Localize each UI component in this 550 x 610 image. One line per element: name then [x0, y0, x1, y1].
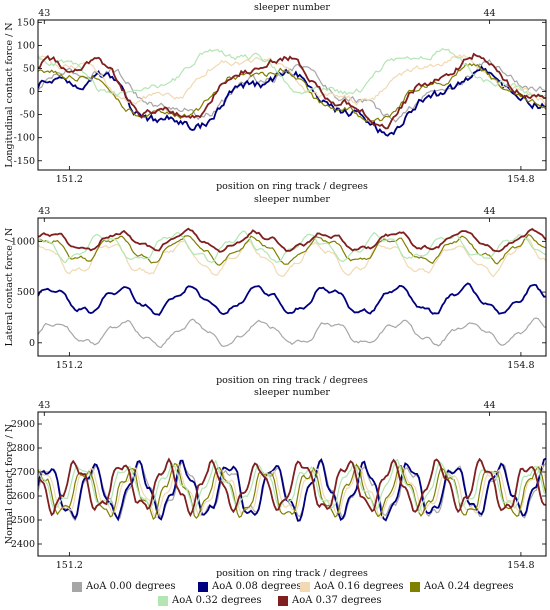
- x-tick-label: 154.8: [507, 174, 534, 185]
- y-tick-label: 2400: [11, 539, 35, 550]
- series-line: [38, 457, 546, 518]
- x-tick-label: 151.2: [56, 360, 83, 371]
- y-tick-label: 2500: [11, 515, 35, 526]
- series-line: [38, 59, 546, 123]
- series-line: [38, 47, 546, 99]
- legend-swatch: [158, 595, 168, 606]
- x-axis-title: position on ring track / degrees: [216, 375, 368, 386]
- legend-item: AoA 0.08 degrees: [198, 581, 302, 592]
- y-tick-label: -50: [20, 110, 35, 121]
- legend-item: AoA 0.37 degrees: [278, 595, 382, 606]
- top-tick-label: 43: [38, 206, 50, 217]
- y-tick-label: 100: [17, 40, 35, 51]
- legend-swatch: [410, 581, 420, 592]
- y-tick-label: 0: [29, 87, 35, 98]
- x-tick-label: 151.2: [56, 174, 83, 185]
- series-line: [38, 317, 546, 349]
- top-tick-label: 44: [484, 206, 496, 217]
- y-tick-label: 2600: [11, 491, 35, 502]
- top-tick-label: 44: [484, 8, 496, 19]
- legend-label: AoA 0.24 degrees: [424, 581, 514, 592]
- y-tick-label: -150: [14, 156, 35, 167]
- top-axis-title: sleeper number: [254, 387, 330, 398]
- y-tick-label: -100: [14, 133, 35, 144]
- series-line: [38, 227, 546, 253]
- y-tick-label: 2900: [11, 419, 35, 430]
- y-tick-label: 0: [29, 338, 35, 349]
- legend-label: AoA 0.37 degrees: [292, 595, 382, 606]
- series-line: [38, 463, 546, 519]
- series-line: [38, 238, 546, 278]
- y-tick-label: 1000: [11, 236, 35, 247]
- y-tick-label: 50: [23, 63, 35, 74]
- legend-label: AoA 0.16 degrees: [314, 581, 404, 592]
- y-tick-label: 2700: [11, 467, 35, 478]
- y-tick-label: 150: [17, 17, 35, 28]
- series-line: [38, 462, 546, 521]
- legend-item: AoA 0.24 degrees: [410, 581, 514, 592]
- top-axis-title: sleeper number: [254, 2, 330, 13]
- plot-frame: [37, 217, 547, 357]
- x-axis-title: position on ring track / degrees: [216, 568, 368, 578]
- legend-item: AoA 0.00 degrees: [72, 581, 176, 592]
- top-tick-label: 43: [38, 8, 50, 19]
- plot-frame: [37, 19, 547, 171]
- x-tick-label: 154.8: [507, 360, 534, 371]
- legend-swatch: [198, 581, 208, 592]
- legend-item: AoA 0.16 degrees: [300, 581, 404, 592]
- y-axis-title: Longitudinal contact force / N: [4, 22, 15, 167]
- series-line: [38, 233, 546, 266]
- y-axis-title: Normal contact force / N: [4, 424, 15, 544]
- legend-item: AoA 0.32 degrees: [158, 595, 262, 606]
- legend: AoA 0.00 degrees AoA 0.08 degrees AoA 0.…: [0, 578, 550, 608]
- plot-frame: [37, 411, 547, 557]
- x-tick-label: 154.8: [507, 560, 534, 571]
- chart-canvas: -150 -100 -50 0 50 100 150 151.2 154.8 43 44 sleepe…: [4, 2, 547, 579]
- series-line: [38, 282, 546, 316]
- series-line: [38, 62, 546, 123]
- legend-label: AoA 0.00 degrees: [86, 581, 176, 592]
- legend-swatch: [300, 581, 310, 592]
- y-tick-label: 2800: [11, 443, 35, 454]
- y-tick-label: 500: [17, 287, 35, 298]
- legend-swatch: [278, 595, 288, 606]
- x-axis-title: position on ring track / degrees: [216, 181, 368, 192]
- top-tick-label: 43: [38, 400, 50, 411]
- y-axis-title: Lateral contact force / N: [4, 228, 15, 347]
- legend-label: AoA 0.08 degrees: [212, 581, 302, 592]
- series-line: [38, 457, 546, 522]
- x-tick-label: 151.2: [56, 560, 83, 571]
- series-line: [38, 52, 546, 130]
- legend-swatch: [72, 581, 82, 592]
- top-axis-title: sleeper number: [254, 194, 330, 205]
- legend-label: AoA 0.32 degrees: [172, 595, 262, 606]
- top-tick-label: 44: [484, 400, 496, 411]
